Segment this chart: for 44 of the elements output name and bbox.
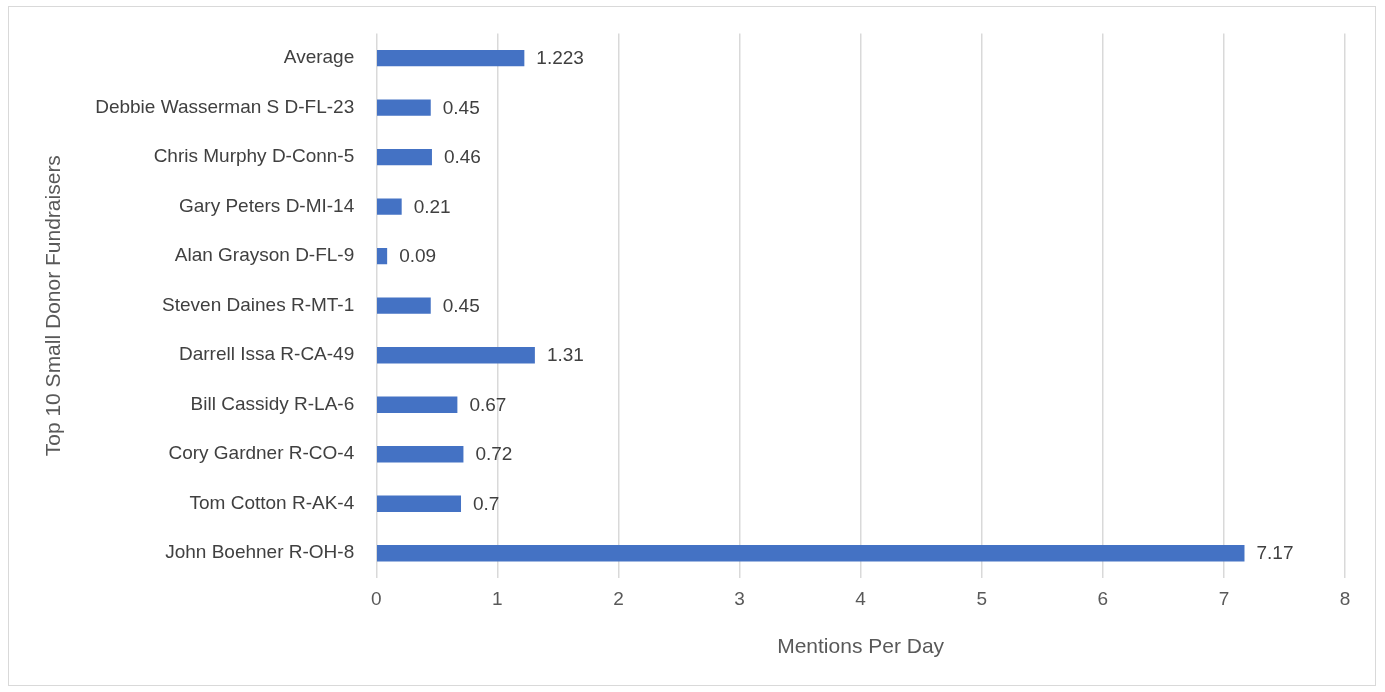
data-label: 0.72 [475, 443, 513, 465]
bar [377, 495, 462, 512]
y-tick-label: Darrell Issa R-CA-49 [178, 343, 355, 365]
x-tick-label: 0 [370, 587, 382, 609]
x-tick-label: 2 [613, 587, 624, 609]
data-label: 0.21 [413, 195, 451, 217]
x-tick-label: 7 [1218, 587, 1230, 609]
bar [377, 149, 432, 166]
y-tick-label: Chris Murphy D-Conn-5 [153, 145, 355, 167]
x-tick-label: 1 [492, 587, 503, 609]
bar [377, 49, 525, 67]
bar [377, 545, 1245, 562]
bar [377, 297, 431, 314]
y-tick-label: Alan Grayson D-FL-9 [174, 244, 355, 266]
data-label: 0.7 [473, 492, 500, 514]
y-axis-title: Top 10 Small Donor Fundraisers [41, 155, 65, 457]
data-label: 0.67 [469, 393, 507, 415]
y-tick-label: Bill Cassidy R-LA-6 [190, 392, 355, 414]
y-tick-label: Steven Daines R-MT-1 [162, 293, 355, 315]
y-tick-label: Average [283, 46, 355, 68]
x-axis-title: Mentions Per Day [777, 634, 945, 658]
bar [377, 396, 458, 413]
data-label: 0.45 [442, 96, 480, 118]
y-tick-label: Tom Cotton R-AK-4 [189, 491, 355, 513]
x-tick-label: 6 [1097, 587, 1109, 609]
bar [377, 446, 464, 463]
bar [377, 198, 402, 215]
bar [377, 347, 535, 364]
y-tick-label: Debbie Wasserman S D-FL-23 [95, 95, 355, 117]
x-tick-label: 5 [976, 587, 988, 609]
x-tick-label: 3 [734, 587, 745, 609]
data-label: 0.09 [399, 245, 437, 267]
data-label: 0.46 [443, 146, 481, 168]
y-tick-label: John Boehner R-OH-8 [165, 541, 355, 563]
data-label: 0.45 [442, 294, 480, 316]
data-label: 1.31 [546, 344, 584, 366]
data-label: 7.17 [1256, 542, 1294, 564]
data-label: 1.223 [536, 47, 584, 69]
x-tick-label: 4 [855, 587, 867, 609]
bar [377, 99, 431, 116]
y-tick-label: Cory Gardner R-CO-4 [168, 442, 355, 464]
y-tick-label: Gary Peters D-MI-14 [178, 194, 355, 216]
bar [377, 248, 388, 265]
x-tick-label: 8 [1339, 587, 1351, 609]
